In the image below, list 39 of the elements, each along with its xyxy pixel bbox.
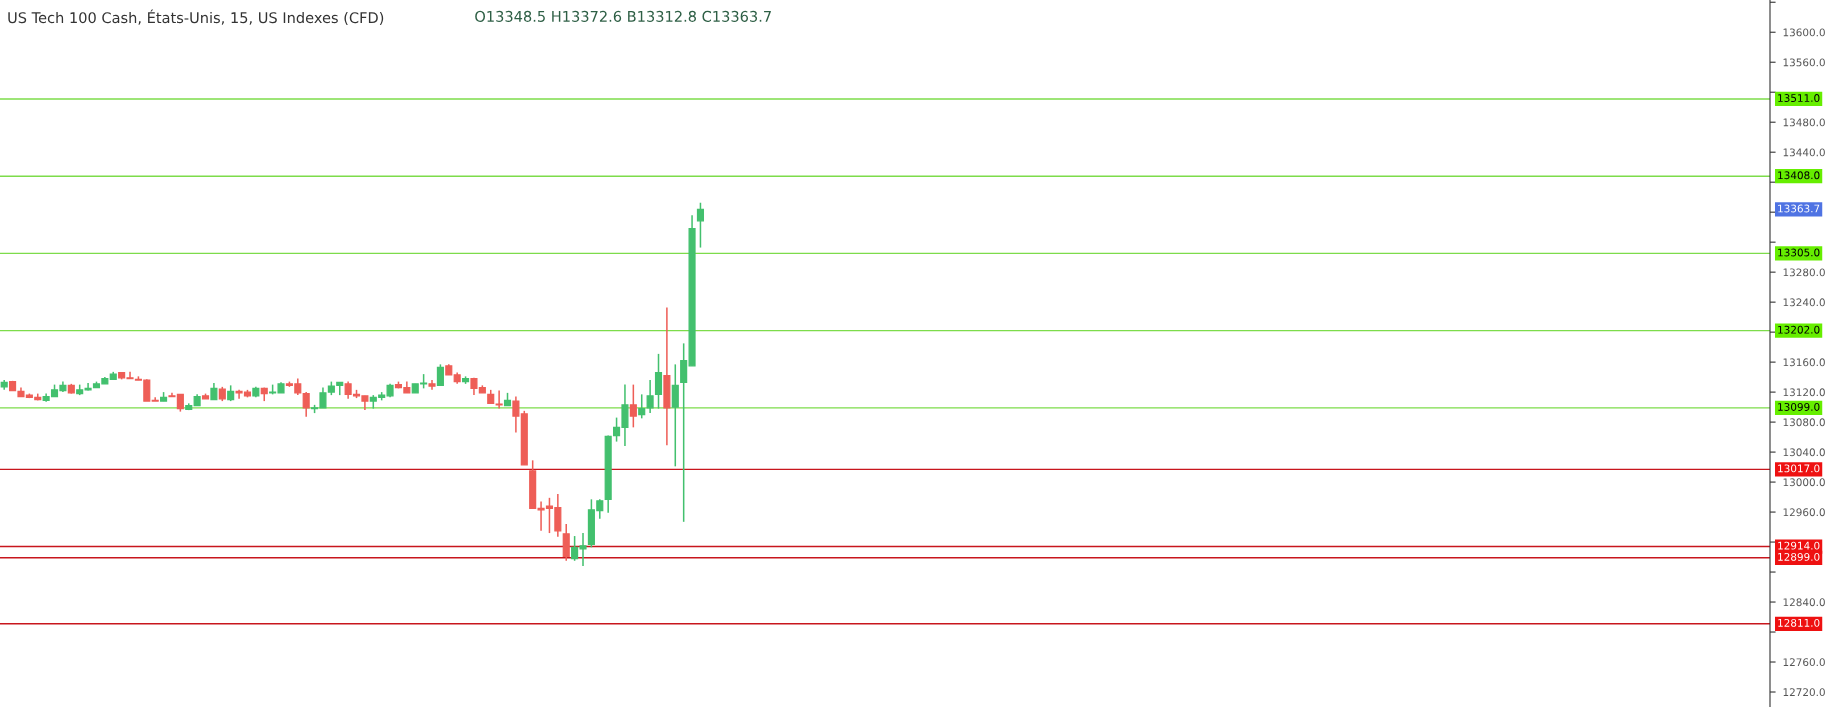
y-tick-label: 13240.0 (1783, 298, 1825, 307)
text: US Tech 100 Cash, États-Unis, 15, US Indexes (CFD) (8, 9, 384, 25)
ref-line-label: 12914.0 (1778, 541, 1820, 550)
y-tick-label: 13440.0 (1783, 148, 1825, 157)
y-tick-label: 12840.0 (1783, 598, 1825, 607)
candlestick (638, 393, 646, 420)
candlestick (654, 353, 663, 410)
ref-line-label: 13305.0 (1778, 248, 1820, 257)
y-tick-label: 13560.0 (1783, 58, 1825, 67)
y-tick-label: 12760.0 (1783, 658, 1825, 667)
annotation: O13348.5 H13372.6 B13312.8 C13363.7 (475, 10, 771, 22)
text: 13363.7 (1778, 204, 1820, 213)
candlestick (512, 395, 520, 434)
ref-line-label: 13017.0 (1778, 464, 1820, 473)
ref-line-label: 12899.0 (1778, 552, 1820, 561)
y-tick-label: 13480.0 (1783, 118, 1825, 127)
candlestick (562, 523, 570, 562)
y-tick-label: 13000.0 (1783, 478, 1825, 487)
ref-line-label: 13408.0 (1778, 171, 1820, 180)
candlestick (671, 363, 679, 468)
candlestick (495, 389, 503, 410)
candlestick (436, 363, 444, 387)
ref-line-label: 13099.0 (1778, 403, 1820, 411)
y-tick-label: 12960.0 (1783, 508, 1825, 517)
candlestick (646, 379, 654, 414)
y-tick-label: 13120.0 (1783, 388, 1825, 397)
candlestick (302, 391, 310, 418)
ref-line-label: 13511.0 (1778, 94, 1820, 102)
ref-line-label: 13202.0 (1778, 325, 1820, 334)
y-tick-label: 13080.0 (1783, 418, 1825, 427)
candlestick (629, 383, 637, 429)
y-tick-label: 13280.0 (1783, 268, 1825, 277)
ref-line-label: 12811.0 (1778, 618, 1820, 627)
y-tick-label: 12720.0 (1783, 688, 1825, 697)
y-tick-label: 13160.0 (1783, 358, 1825, 367)
candlestick (696, 201, 705, 249)
y-tick-label: 13600.0 (1783, 28, 1825, 37)
y-tick-label: 13040.0 (1783, 448, 1825, 457)
candlestick (151, 396, 159, 402)
